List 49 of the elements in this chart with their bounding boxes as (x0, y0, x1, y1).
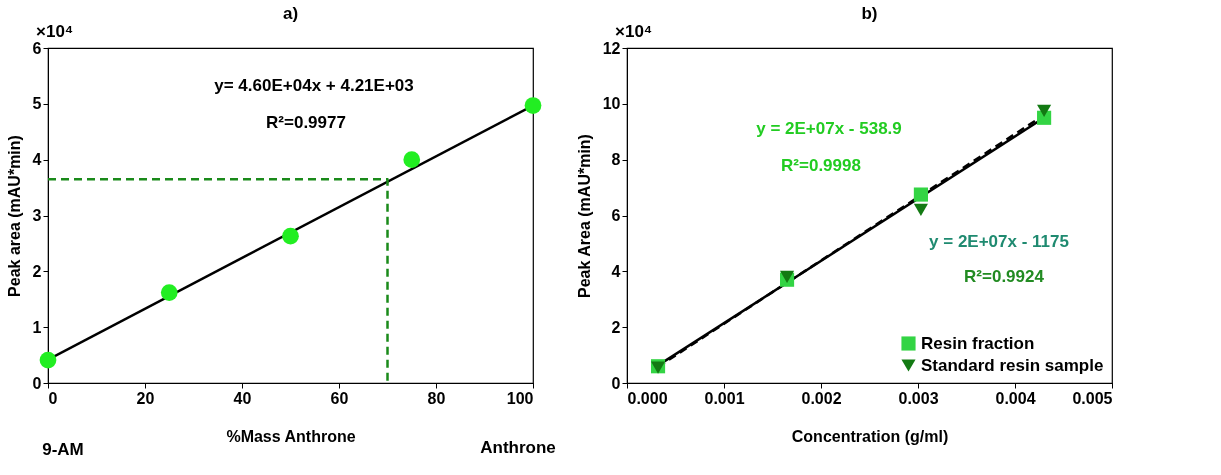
y-tick-label: 0 (32, 374, 42, 392)
y-tick-label: 10 (602, 95, 621, 113)
y-tick-label: 4 (611, 262, 621, 280)
x-tick-label: 0.005 (1072, 389, 1113, 407)
y-tick-label: 0 (611, 374, 621, 392)
x-tick-label: 0.002 (801, 389, 842, 407)
y-axis-title: Peak area (mAU*min) (5, 135, 23, 297)
legend-label: Standard resin sample (921, 355, 1104, 375)
text: Anthrone (480, 438, 556, 457)
text: 9-AM (42, 440, 84, 459)
point (282, 227, 299, 245)
legend-label: Resin fraction (921, 333, 1035, 353)
point (524, 97, 542, 114)
x-tick-label: 60 (330, 389, 349, 407)
y-tick-label: 3 (32, 207, 42, 224)
x-tick-label: 0.004 (995, 389, 1036, 407)
x-tick-label: 0.000 (627, 389, 668, 407)
annotation: R²=0.9977 (266, 113, 346, 132)
text: ×10⁴ (615, 22, 653, 41)
text: ×10⁴ (36, 22, 74, 41)
y-axis-title: Peak Area (mAU*min) (575, 134, 593, 298)
annotation: y = 2E+07x - 538.9 (756, 119, 902, 138)
y-tick-label: 1 (32, 318, 42, 336)
annotation: R²=0.9998 (781, 156, 861, 175)
y-tick-label: 6 (611, 207, 621, 224)
y-tick-label: 2 (32, 262, 42, 280)
y-tick-label: 5 (32, 95, 42, 113)
y-tick-label: 4 (32, 151, 42, 169)
annotation: R²=0.9924 (964, 267, 1045, 286)
x-tick-label: 0.001 (704, 389, 745, 407)
x-tick-label: 100 (506, 389, 534, 407)
x-axis-title: Concentration (g/ml) (791, 427, 949, 445)
annotation: y = 2E+07x - 1175 (929, 232, 1069, 251)
y-tick-label: 8 (611, 151, 621, 169)
x-tick-label: 40 (233, 389, 252, 407)
chart-title: a) (282, 4, 299, 23)
x-tick-label: 80 (427, 389, 446, 407)
x-axis-title: %Mass Anthrone (226, 427, 356, 445)
x-tick-label: 20 (136, 389, 155, 407)
y-tick-label: 2 (611, 318, 621, 336)
y-tick-label: 6 (32, 39, 42, 57)
chart-title: b) (861, 4, 878, 23)
point (39, 351, 57, 369)
annotation: y= 4.60E+04x + 4.21E+03 (214, 76, 414, 95)
point (160, 284, 178, 301)
point (403, 151, 421, 169)
x-tick-label: 0.003 (898, 389, 939, 407)
x-tick-label: 0 (48, 389, 58, 407)
y-tick-label: 12 (602, 39, 621, 57)
